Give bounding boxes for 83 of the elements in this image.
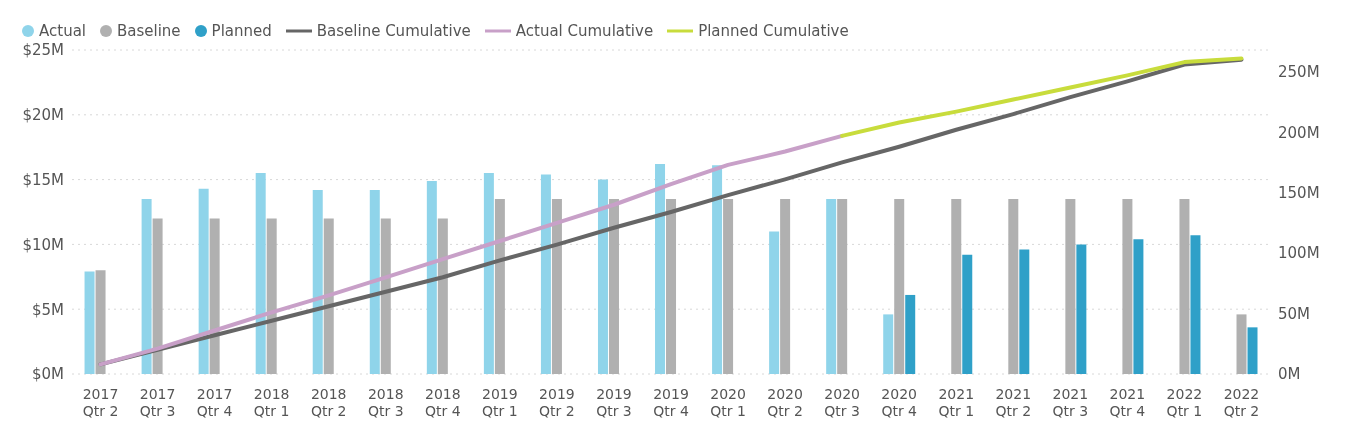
legend-label: Baseline: [117, 22, 181, 40]
y-tick-label: $15M: [22, 170, 64, 189]
bar: [369, 189, 380, 374]
bar: [666, 199, 677, 374]
y2-tick-label: 150M: [1278, 183, 1320, 202]
bar: [1179, 199, 1190, 374]
x-tick-label: 2018 Qtr 4: [424, 385, 461, 420]
x-tick-label: 2021 Qtr 1: [938, 385, 975, 420]
bar: [837, 199, 848, 374]
x-tick-label: 2022 Qtr 1: [1166, 385, 1203, 420]
bar: [1133, 239, 1144, 374]
x-tick-label: 2020 Qtr 1: [710, 385, 746, 420]
x-tick-label: 2020 Qtr 2: [767, 385, 803, 420]
bar: [769, 231, 780, 374]
bar: [608, 199, 619, 374]
bar: [723, 199, 734, 374]
legend-label: Actual Cumulative: [515, 22, 654, 40]
bar: [962, 254, 973, 374]
bar: [551, 199, 562, 374]
bar: [437, 218, 448, 374]
bar: [494, 199, 505, 374]
x-tick-label: 2021 Qtr 4: [1109, 385, 1146, 420]
y-tick-label: $25M: [22, 41, 64, 60]
y2-tick-label: 250M: [1278, 63, 1320, 82]
x-tick-label: 2018 Qtr 1: [253, 385, 290, 420]
x-tick-label: 2022 Qtr 2: [1223, 385, 1260, 420]
x-tick-label: 2019 Qtr 1: [482, 385, 518, 420]
x-tick-label: 2021 Qtr 3: [1052, 385, 1089, 420]
bar: [597, 179, 608, 374]
bar: [655, 164, 666, 374]
x-tick-label: 2018 Qtr 2: [310, 385, 347, 420]
legend-label: Planned: [211, 22, 272, 40]
y2-tick-label: 200M: [1278, 123, 1320, 142]
x-tick-label: 2018 Qtr 3: [367, 385, 404, 420]
bar: [951, 199, 962, 374]
x-tick-label: 2020 Qtr 4: [881, 385, 918, 420]
bar: [1076, 244, 1087, 374]
bar: [1236, 314, 1247, 374]
bar: [1065, 199, 1076, 374]
x-tick-label: 2019 Qtr 2: [539, 385, 575, 420]
bar: [141, 199, 152, 374]
bar: [426, 180, 437, 374]
bar: [826, 199, 837, 374]
x-tick-label: 2021 Qtr 2: [995, 385, 1032, 420]
bar: [312, 189, 323, 374]
bar: [209, 218, 220, 374]
bar: [712, 165, 723, 374]
bar: [95, 270, 106, 374]
bar: [905, 294, 916, 374]
bar: [540, 174, 551, 374]
x-tick-label: 2020 Qtr 3: [824, 385, 860, 420]
x-tick-label: 2019 Qtr 4: [653, 385, 689, 420]
bar: [323, 218, 334, 374]
x-tick-label: 2019 Qtr 3: [596, 385, 632, 420]
y-tick-label: $5M: [31, 300, 64, 319]
line-series: [840, 56, 1244, 138]
legend-label: Baseline Cumulative: [316, 22, 471, 40]
bar: [1247, 327, 1258, 374]
bar: [780, 199, 791, 374]
bar: [894, 199, 905, 374]
bar: [1122, 199, 1133, 374]
x-tick-label: 2017 Qtr 4: [196, 385, 233, 420]
bar: [198, 188, 209, 374]
bar: [255, 173, 266, 374]
bar: [84, 271, 95, 374]
bar: [380, 218, 391, 374]
legend-label: Actual: [39, 22, 86, 40]
bar: [152, 218, 163, 374]
x-tick-label: 2017 Qtr 3: [139, 385, 176, 420]
y2-tick-label: 0M: [1278, 365, 1301, 384]
legend-label: Planned Cumulative: [698, 22, 849, 40]
bar: [483, 173, 494, 374]
y2-tick-label: 100M: [1278, 244, 1320, 263]
y-tick-label: $10M: [22, 235, 64, 254]
bar: [883, 314, 894, 374]
y-tick-label: $0M: [31, 365, 64, 384]
bar: [1019, 249, 1030, 374]
y2-tick-label: 50M: [1278, 304, 1311, 323]
bar: [1008, 199, 1019, 374]
bar: [266, 218, 277, 374]
x-tick-label: 2017 Qtr 2: [82, 385, 119, 420]
bar: [1190, 235, 1201, 374]
y-tick-label: $20M: [22, 106, 64, 125]
